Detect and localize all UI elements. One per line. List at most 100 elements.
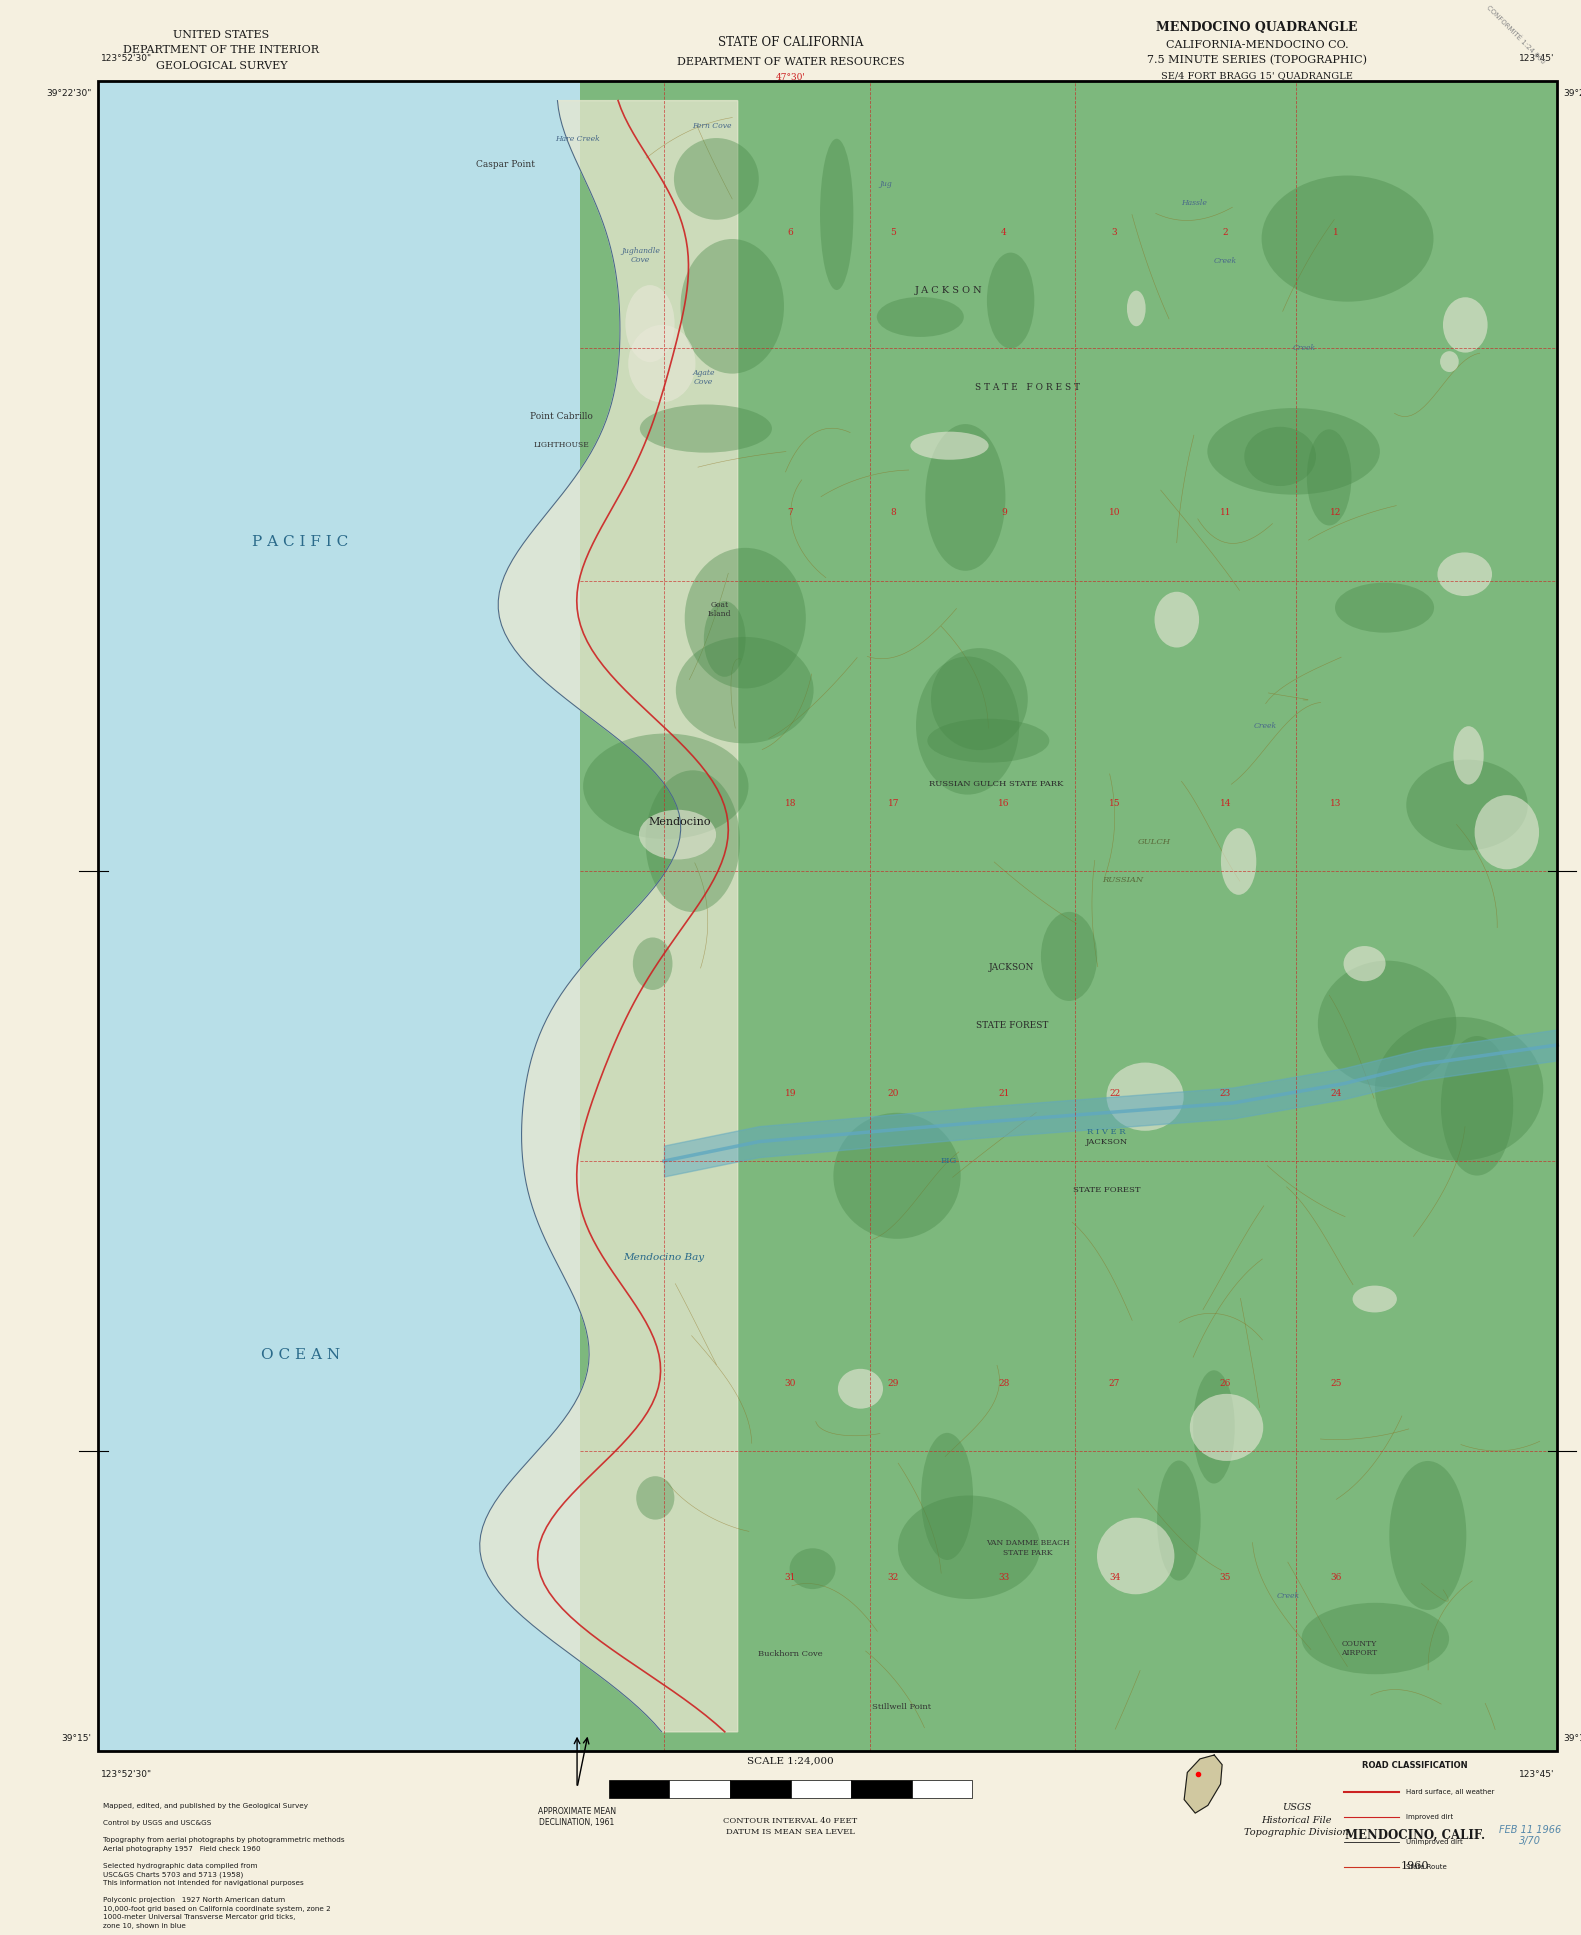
Text: JACKSON: JACKSON: [990, 964, 1034, 971]
Bar: [851, 1780, 912, 1798]
Text: MENDOCINO QUADRANGLE: MENDOCINO QUADRANGLE: [1156, 21, 1358, 33]
Text: 123°52'30": 123°52'30": [101, 1771, 152, 1778]
Ellipse shape: [833, 1113, 961, 1238]
Bar: [609, 1780, 669, 1798]
Text: JACKSON: JACKSON: [1086, 1138, 1127, 1146]
Ellipse shape: [1262, 176, 1434, 302]
Text: 27: 27: [1108, 1380, 1121, 1387]
Ellipse shape: [1097, 1517, 1175, 1594]
Ellipse shape: [1154, 592, 1198, 648]
Ellipse shape: [1437, 551, 1492, 596]
Text: STATE FOREST: STATE FOREST: [1073, 1186, 1140, 1194]
Text: 34: 34: [1108, 1573, 1121, 1581]
Ellipse shape: [928, 718, 1050, 762]
Text: Stillwell Point: Stillwell Point: [871, 1703, 931, 1711]
Text: GEOLOGICAL SURVEY: GEOLOGICAL SURVEY: [155, 60, 288, 72]
Text: R I V E R: R I V E R: [1088, 1128, 1126, 1136]
Text: USGS
Historical File
Topographic Division: USGS Historical File Topographic Divisio…: [1244, 1803, 1349, 1838]
Text: Unimproved dirt: Unimproved dirt: [1406, 1838, 1462, 1846]
Text: LIGHTHOUSE: LIGHTHOUSE: [533, 441, 590, 449]
Text: BIG: BIG: [941, 1157, 957, 1165]
Ellipse shape: [1443, 298, 1488, 352]
Text: FEB 11 1966
3/70: FEB 11 1966 3/70: [1499, 1825, 1562, 1846]
Text: 35: 35: [1219, 1573, 1232, 1581]
Bar: [580, 81, 1557, 1751]
Ellipse shape: [685, 548, 806, 689]
Text: CONTOUR INTERVAL 40 FEET
DATUM IS MEAN SEA LEVEL: CONTOUR INTERVAL 40 FEET DATUM IS MEAN S…: [724, 1817, 857, 1836]
Text: 29: 29: [887, 1380, 900, 1387]
Ellipse shape: [675, 637, 814, 743]
Text: 1960: 1960: [1401, 1861, 1429, 1871]
Text: 12: 12: [1330, 509, 1342, 517]
Ellipse shape: [911, 432, 988, 461]
Text: Creek: Creek: [1214, 257, 1236, 265]
Ellipse shape: [1406, 760, 1527, 849]
Text: 25: 25: [1330, 1380, 1342, 1387]
Ellipse shape: [1190, 1393, 1263, 1461]
Text: RUSSIAN: RUSSIAN: [1102, 877, 1143, 884]
Ellipse shape: [1334, 582, 1434, 633]
Ellipse shape: [1221, 828, 1257, 894]
Bar: [669, 1780, 730, 1798]
Text: 21: 21: [998, 1089, 1010, 1097]
Text: Improved dirt: Improved dirt: [1406, 1813, 1453, 1821]
Text: Hare Creek: Hare Creek: [555, 135, 599, 143]
Text: 3: 3: [1111, 228, 1118, 236]
Text: 16: 16: [998, 799, 1010, 807]
Text: STATE OF CALIFORNIA: STATE OF CALIFORNIA: [718, 37, 863, 48]
Text: 17: 17: [887, 799, 900, 807]
Ellipse shape: [987, 253, 1034, 348]
Text: Mendocino Bay: Mendocino Bay: [623, 1254, 705, 1262]
Ellipse shape: [645, 770, 740, 911]
Ellipse shape: [877, 296, 964, 337]
Text: 39°15': 39°15': [62, 1734, 92, 1743]
Text: Caspar Point: Caspar Point: [476, 161, 536, 168]
Text: Jug: Jug: [879, 180, 892, 188]
Text: 31: 31: [784, 1573, 797, 1581]
Ellipse shape: [626, 284, 675, 362]
Text: 33: 33: [998, 1573, 1010, 1581]
Text: 14: 14: [1219, 799, 1232, 807]
Text: State Route: State Route: [1406, 1863, 1447, 1871]
Ellipse shape: [636, 1476, 675, 1519]
Text: 123°45': 123°45': [1519, 1771, 1554, 1778]
Text: O C E A N: O C E A N: [261, 1347, 340, 1362]
Text: Creek: Creek: [1293, 344, 1315, 352]
Polygon shape: [479, 101, 738, 1732]
Text: GULCH: GULCH: [1138, 838, 1170, 846]
Text: S T A T E   F O R E S T: S T A T E F O R E S T: [975, 383, 1080, 391]
Text: UNITED STATES: UNITED STATES: [174, 29, 269, 41]
Ellipse shape: [1307, 430, 1352, 526]
Text: Fern Cove: Fern Cove: [692, 122, 730, 130]
Ellipse shape: [915, 656, 1020, 795]
Text: Hard surface, all weather: Hard surface, all weather: [1406, 1788, 1494, 1796]
Text: 10: 10: [1108, 509, 1121, 517]
Text: Goat
Island: Goat Island: [708, 602, 730, 617]
Text: SE/4 FORT BRAGG 15' QUADRANGLE: SE/4 FORT BRAGG 15' QUADRANGLE: [1160, 72, 1353, 79]
Bar: [98, 81, 1557, 1751]
Ellipse shape: [704, 602, 746, 677]
Ellipse shape: [1157, 1461, 1200, 1581]
Text: 36: 36: [1330, 1573, 1342, 1581]
Text: Hassle: Hassle: [1181, 199, 1206, 207]
Ellipse shape: [898, 1496, 1040, 1598]
Text: P A C I F I C: P A C I F I C: [253, 534, 348, 550]
Text: 7.5 MINUTE SERIES (TOPOGRAPHIC): 7.5 MINUTE SERIES (TOPOGRAPHIC): [1146, 54, 1368, 66]
Bar: [912, 1780, 972, 1798]
Ellipse shape: [1440, 350, 1459, 372]
Ellipse shape: [1475, 795, 1538, 869]
Ellipse shape: [1453, 726, 1483, 784]
Text: 39°22'30": 39°22'30": [1564, 89, 1581, 99]
Text: Point Cabrillo: Point Cabrillo: [530, 412, 593, 420]
Text: 15: 15: [1108, 799, 1121, 807]
Text: 8: 8: [890, 509, 896, 517]
Text: 6: 6: [787, 228, 794, 236]
Ellipse shape: [632, 937, 672, 991]
Text: CALIFORNIA-MENDOCINO CO.: CALIFORNIA-MENDOCINO CO.: [1165, 39, 1349, 50]
Text: CONFORMITÉ 1:24 000: CONFORMITÉ 1:24 000: [1485, 4, 1546, 66]
Text: 123°52'30": 123°52'30": [101, 54, 152, 62]
Text: Mendocino: Mendocino: [648, 817, 711, 828]
Ellipse shape: [821, 139, 854, 290]
Ellipse shape: [1127, 290, 1146, 327]
Text: 11: 11: [1219, 509, 1232, 517]
